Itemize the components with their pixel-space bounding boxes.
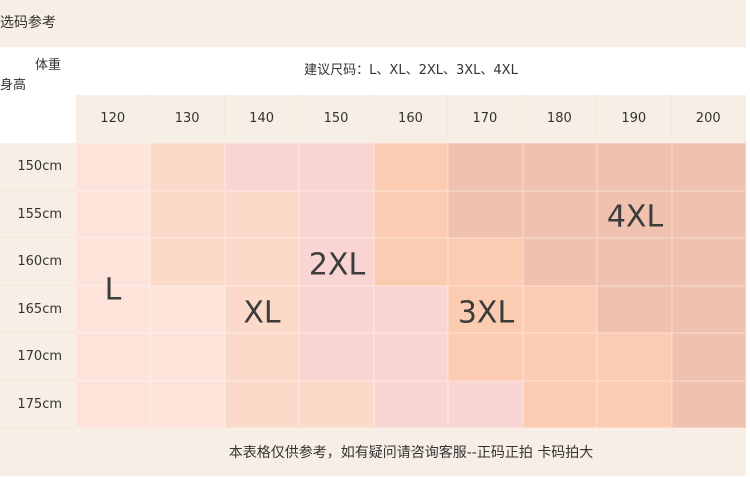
page-title: 选码参考: [0, 15, 56, 31]
grid-cell: [597, 143, 672, 191]
grid-cell: [76, 190, 151, 238]
grid-cell: [224, 380, 300, 428]
grid-cell: [373, 333, 449, 381]
grid-cell: [299, 285, 374, 333]
weight-cell: 170: [448, 95, 523, 143]
weight-cell: 190: [597, 95, 672, 143]
grid-cell: [671, 238, 746, 286]
grid-cell: [299, 333, 374, 381]
grid-cell: [373, 190, 449, 238]
grid-cell: [671, 143, 746, 191]
grid-cell: [597, 333, 672, 381]
grid-cell: [522, 143, 598, 191]
height-cell: 170cm: [0, 333, 76, 381]
grid-cell: [373, 285, 449, 333]
grid-cell: [224, 143, 300, 191]
size-label-l: L: [104, 272, 122, 308]
weight-cell: 120: [76, 95, 151, 143]
grid-cell: [299, 380, 374, 428]
grid-cell: [597, 380, 672, 428]
height-cell: 155cm: [0, 191, 76, 238]
grid-cell: [150, 143, 225, 191]
grid-cell: [522, 285, 598, 333]
grid-cell: [448, 380, 523, 428]
height-cell: 165cm: [0, 286, 76, 333]
grid-cell: [150, 190, 225, 238]
footer-note: 本表格仅供参考，如有疑问请咨询客服--正码正拍 卡码拍大: [228, 445, 594, 461]
height-column: 150cm 155cm 160cm 165cm 170cm 175cm: [0, 143, 76, 428]
grid-cell: [150, 333, 225, 381]
grid-cell: [150, 238, 225, 286]
weight-cell: 200: [672, 95, 746, 143]
size-label-3xl: 3XL: [457, 295, 515, 331]
grid-cell: [224, 285, 300, 333]
grid-cell: [448, 333, 523, 381]
grid-cell: [522, 238, 598, 286]
grid-cell: [671, 285, 746, 333]
grid-cell: [150, 285, 225, 333]
grid-cell: [373, 143, 449, 191]
grid-cell: [224, 190, 300, 238]
grid-cell: [671, 190, 746, 238]
grid-cell: [299, 143, 374, 191]
grid-cell: [373, 238, 449, 286]
grid-cell: [224, 333, 300, 381]
grid-cell: [76, 380, 151, 428]
size-label-4xl: 4XL: [606, 199, 664, 235]
recommended-sizes: 建议尺码：L、XL、2XL、3XL、4XL: [304, 63, 518, 78]
grid-cell: [522, 190, 598, 238]
height-cell: 150cm: [0, 143, 76, 191]
height-cell: 160cm: [0, 238, 76, 286]
height-cell: 175cm: [0, 381, 76, 428]
grid-cell: [671, 333, 746, 381]
grid-cell: [373, 380, 449, 428]
grid-cell: [76, 333, 151, 381]
size-label-2xl: 2XL: [308, 247, 366, 283]
height-header: 身高: [0, 78, 27, 93]
grid-cell: [76, 143, 151, 191]
weight-cell: 160: [374, 95, 449, 143]
grid-cell: [448, 238, 523, 286]
grid-cell: [597, 238, 672, 286]
size-grid: [76, 143, 746, 428]
grid-cell: [448, 285, 523, 333]
grid-cell: [150, 380, 225, 428]
grid-cell: [597, 190, 672, 238]
grid-cell: [448, 190, 523, 238]
grid-cell: [522, 380, 598, 428]
grid-cell: [522, 333, 598, 381]
size-label-xl: XL: [243, 295, 281, 331]
weight-cell: 180: [523, 95, 598, 143]
grid-cell: [448, 143, 523, 191]
grid-cell: [597, 285, 672, 333]
grid-cell: [671, 380, 746, 428]
grid-cell: [224, 238, 300, 286]
grid-cell: [76, 238, 151, 286]
weight-cell: 130: [150, 95, 225, 143]
grid-cell: [299, 238, 374, 286]
grid-cell: [76, 285, 151, 333]
weight-header: 体重: [35, 58, 62, 73]
weight-row: 120 130 140 150 160 170 180 190 200: [76, 95, 746, 143]
weight-cell: 150: [299, 95, 374, 143]
grid-cell: [299, 190, 374, 238]
weight-cell: 140: [225, 95, 300, 143]
